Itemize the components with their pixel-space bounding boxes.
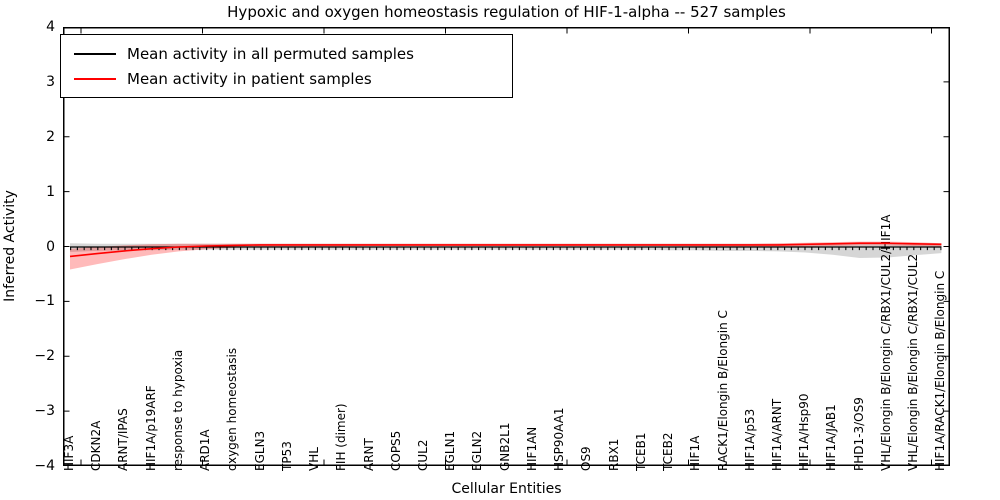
y-tick-label: 2 <box>46 128 55 145</box>
legend-line-sample-red <box>74 77 116 80</box>
plot-area <box>63 27 950 466</box>
y-tick-label: 0 <box>46 238 55 255</box>
x-axis-label: Cellular Entities <box>451 481 562 497</box>
y-tick-label: −2 <box>34 348 55 365</box>
y-tick-label: 1 <box>46 183 55 200</box>
y-axis-label: Inferred Activity <box>2 190 18 302</box>
legend-item-permuted: Mean activity in all permuted samples <box>61 41 512 66</box>
legend-label-permuted: Mean activity in all permuted samples <box>127 44 414 63</box>
legend-item-patient: Mean activity in patient samples <box>61 66 512 91</box>
legend-label-patient: Mean activity in patient samples <box>127 69 372 88</box>
y-tick-label: −1 <box>34 293 55 310</box>
patient-mean-line <box>69 242 942 258</box>
y-tick-label: 4 <box>46 19 55 35</box>
y-tick-label: −4 <box>34 458 55 474</box>
legend-line-sample-black <box>74 52 116 55</box>
chart-canvas <box>63 27 950 466</box>
plot-frame <box>63 27 950 466</box>
y-tick-label: −3 <box>34 403 55 420</box>
patient-samples-band <box>70 241 942 270</box>
legend: Mean activity in all permuted samples Me… <box>60 34 513 98</box>
y-tick-label: 3 <box>46 73 55 90</box>
chart-title: Hypoxic and oxygen homeostasis regulatio… <box>227 3 786 21</box>
